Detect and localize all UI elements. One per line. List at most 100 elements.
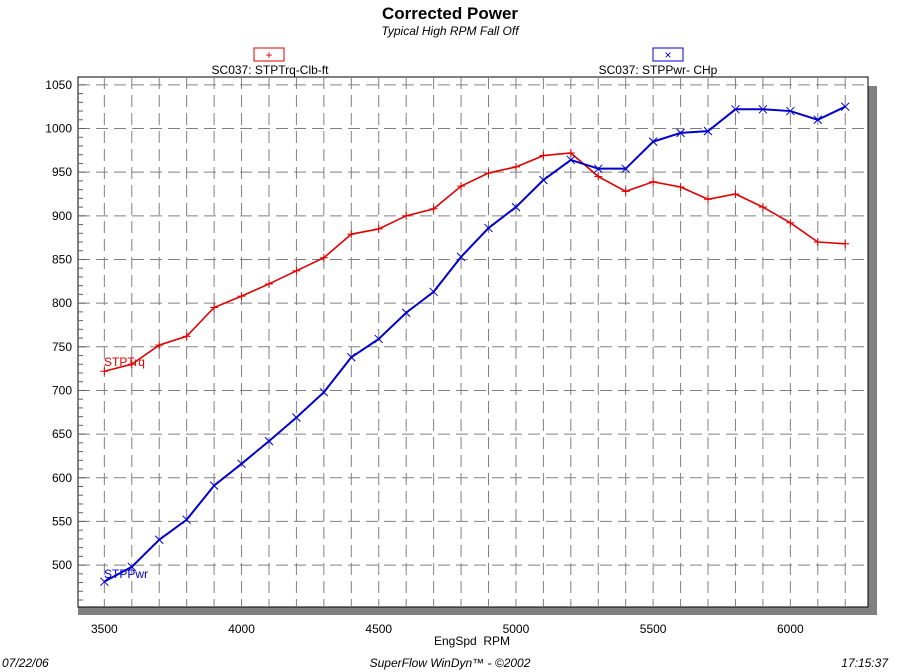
series-torque — [100, 148, 850, 376]
x-axis: 3500 4000 4500 5000 5500 6000 — [91, 622, 804, 636]
footer-time: 17:15:37 — [841, 656, 889, 670]
data-point — [566, 148, 575, 157]
series-label-torque: STPTrq — [104, 355, 145, 369]
y-tick-label: 750 — [52, 340, 72, 354]
series-line — [103, 105, 846, 583]
marker-x-b — [539, 175, 548, 185]
legend-torque: + SC037: STPTrq-Clb-ft — [212, 47, 330, 77]
legend-power-marker: × — [664, 48, 671, 62]
x-tick-label: 6000 — [777, 622, 804, 636]
data-point — [100, 367, 109, 376]
y-tick-label: 600 — [52, 471, 72, 485]
plot-shadow-bottom — [78, 607, 877, 615]
legend-torque-swatch — [253, 47, 285, 62]
data-point — [539, 151, 548, 160]
data-point — [99, 577, 109, 587]
series-line — [104, 152, 846, 373]
data-point — [374, 224, 383, 233]
plot-shadow-right — [868, 86, 877, 615]
data-point — [292, 266, 301, 275]
y-tick-label: 1000 — [45, 122, 72, 136]
y-tick-label: 800 — [52, 296, 72, 310]
data-point — [704, 195, 713, 204]
data-point — [566, 155, 576, 165]
data-point — [511, 202, 521, 212]
marker-x-b — [99, 577, 109, 587]
y-tick-label: 950 — [52, 165, 72, 179]
data-point — [511, 162, 520, 171]
data-point — [786, 218, 795, 227]
marker-x-b — [319, 387, 329, 397]
x-tick-label: 4500 — [365, 622, 392, 636]
series-label-power: STPPwr — [104, 567, 148, 581]
data-point — [593, 164, 603, 174]
marker-x-b — [840, 102, 850, 112]
data-point — [374, 334, 384, 344]
marker-x-b — [484, 223, 493, 233]
legend-torque-marker: + — [265, 48, 272, 62]
data-point — [841, 239, 850, 248]
data-point — [621, 164, 631, 174]
data-point — [484, 169, 493, 178]
marker-x-b — [346, 352, 356, 362]
legend-torque-label: SC037: STPTrq-Clb-ft — [212, 63, 330, 77]
x-tick-label: 3500 — [91, 622, 118, 636]
y-tick-label: 1050 — [45, 78, 72, 92]
y-axis: 500 550 600 650 700 750 800 850 900 950 1000 1050 — [45, 78, 86, 601]
marker-x-b — [758, 104, 768, 114]
x-axis-label: EngSpd RPM — [434, 634, 510, 648]
y-tick-label: 700 — [52, 383, 72, 397]
y-tick-label: 650 — [52, 427, 72, 441]
data-point — [237, 459, 246, 469]
marker-x-b — [648, 137, 658, 146]
data-point — [127, 562, 137, 572]
data-point — [264, 436, 274, 446]
data-point — [319, 253, 328, 262]
marker-x-b — [264, 436, 274, 446]
marker-x-b — [621, 164, 631, 174]
data-point — [292, 413, 301, 422]
marker-x-b — [209, 481, 219, 490]
data-point — [813, 115, 823, 125]
data-point — [676, 128, 685, 138]
data-point — [758, 203, 767, 212]
marker-x-b — [703, 126, 713, 136]
data-point — [182, 515, 192, 525]
plot-area — [77, 76, 869, 608]
data-point — [649, 177, 658, 186]
data-point — [264, 279, 273, 288]
data-point — [401, 308, 411, 318]
data-point — [703, 126, 713, 136]
marker-x-b — [154, 535, 164, 545]
data-point — [539, 175, 548, 185]
chart-title: Corrected Power — [382, 4, 518, 23]
x-tick-label: 5500 — [640, 622, 667, 636]
data-point — [785, 106, 795, 116]
data-point — [237, 292, 246, 301]
data-point — [676, 183, 685, 192]
data-point — [429, 204, 438, 213]
marker-x-b — [374, 334, 384, 344]
data-point — [456, 252, 466, 262]
marker-x-b — [292, 413, 301, 422]
data-point — [155, 341, 164, 350]
x-tick-label: 4000 — [228, 622, 255, 636]
marker-x-b — [813, 115, 823, 125]
data-point — [758, 104, 768, 114]
y-tick-label: 500 — [52, 558, 72, 572]
data-point — [402, 211, 411, 220]
marker-x-b — [785, 106, 795, 116]
data-point — [182, 332, 191, 341]
series-power — [99, 102, 850, 587]
data-point — [648, 137, 658, 146]
legend-power-swatch — [652, 47, 684, 62]
grid — [78, 77, 868, 607]
marker-x-b — [429, 287, 438, 297]
y-tick-label: 550 — [52, 514, 72, 528]
chart-subtitle: Typical High RPM Fall Off — [381, 24, 520, 38]
marker-x-b — [511, 202, 521, 212]
legend-power: × SC037: STPPwr- CHp — [599, 47, 718, 77]
data-point — [457, 182, 466, 191]
data-point — [594, 172, 603, 181]
